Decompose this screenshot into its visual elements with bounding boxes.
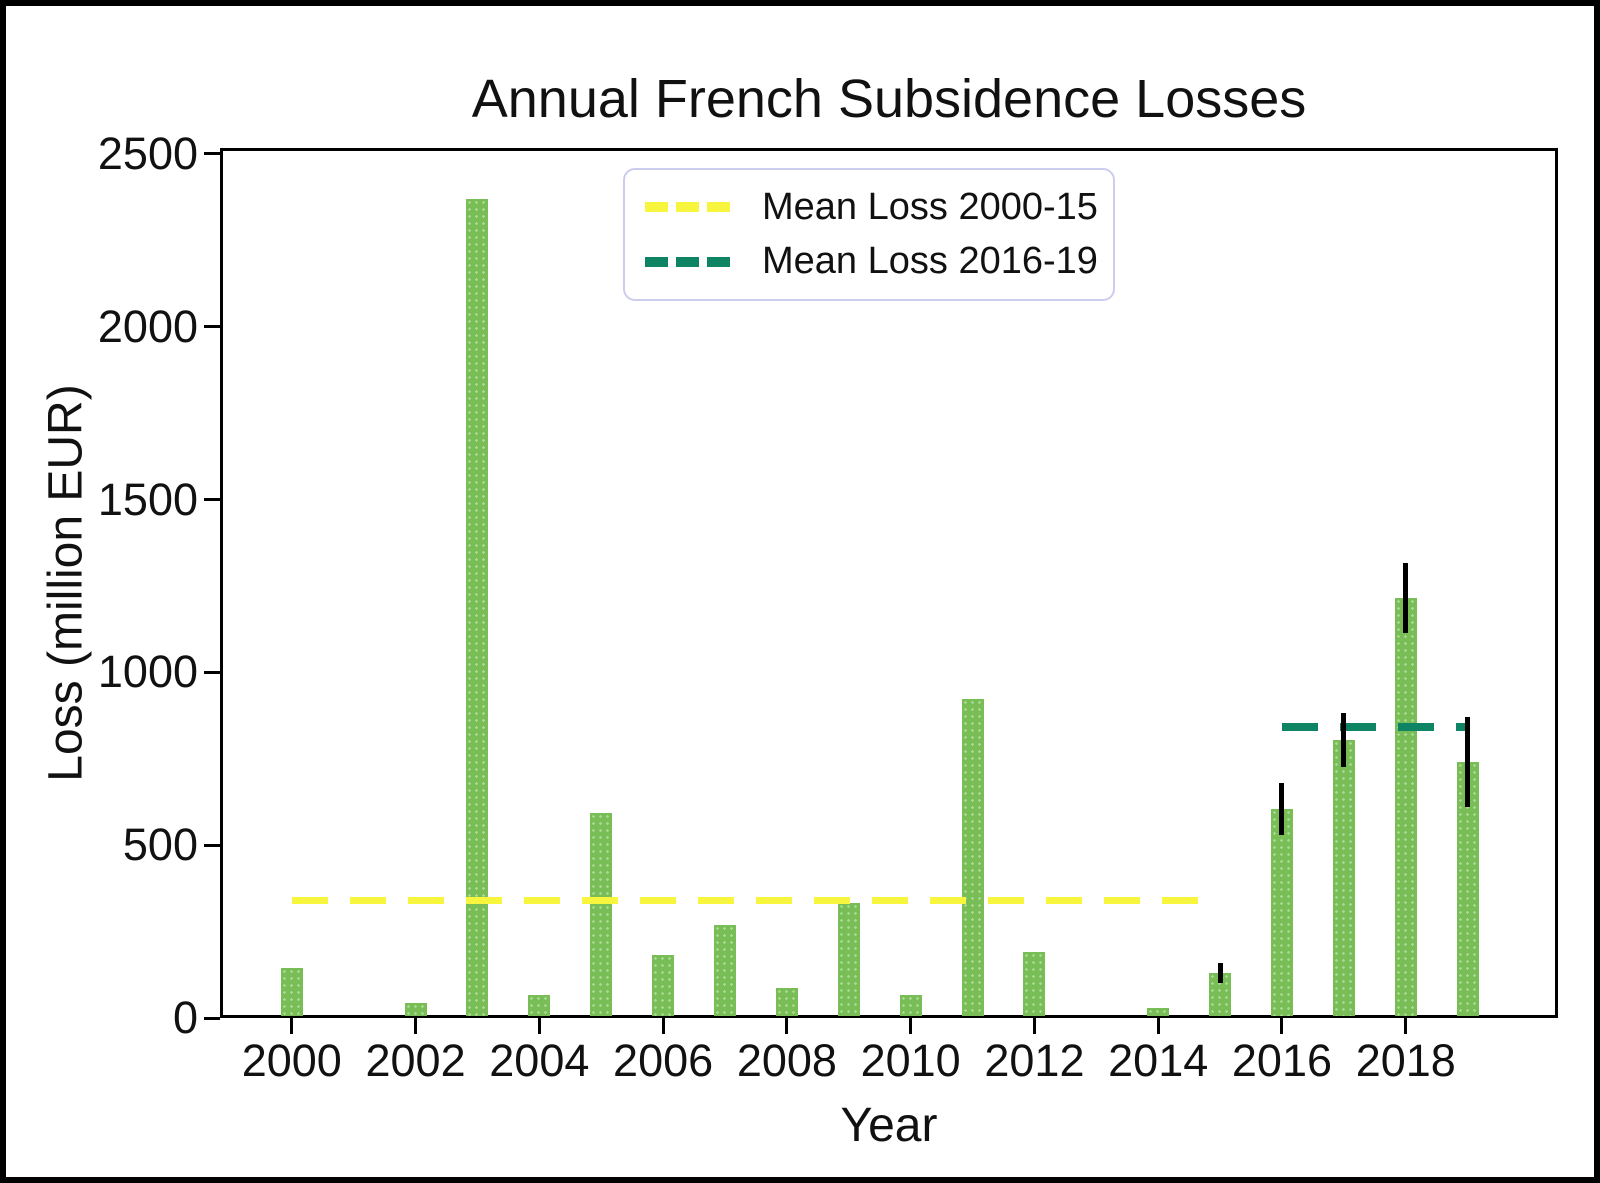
bar-2008 bbox=[775, 988, 798, 1016]
legend-row-mean-2000-15: Mean Loss 2000-15 bbox=[645, 186, 1098, 229]
mean-line-2016-2019 bbox=[1281, 723, 1468, 732]
bar-2011 bbox=[961, 699, 984, 1016]
error-bar-2017 bbox=[1341, 712, 1347, 767]
mean-line-2000-2015 bbox=[291, 897, 1221, 905]
error-bar-2019 bbox=[1465, 717, 1471, 808]
bar-2006 bbox=[652, 954, 675, 1016]
x-tick-label-2004: 2004 bbox=[489, 1035, 590, 1086]
x-tick-label-2006: 2006 bbox=[613, 1035, 714, 1086]
legend: Mean Loss 2000-15 Mean Loss 2016-19 bbox=[623, 168, 1115, 301]
y-tick-1500 bbox=[204, 498, 220, 502]
x-tick-2016 bbox=[1280, 1016, 1284, 1034]
bar-2012 bbox=[1023, 951, 1046, 1016]
y-tick-2500 bbox=[204, 152, 220, 156]
y-tick-2000 bbox=[204, 325, 220, 329]
error-bar-2015 bbox=[1217, 963, 1223, 983]
y-tick-label-500: 500 bbox=[122, 819, 198, 871]
bar-2010 bbox=[899, 995, 922, 1016]
bar-2009 bbox=[837, 902, 860, 1016]
bar-2017 bbox=[1332, 739, 1355, 1016]
y-tick-label-0: 0 bbox=[172, 992, 198, 1043]
x-tick-label-2002: 2002 bbox=[365, 1035, 466, 1086]
x-tick-label-2012: 2012 bbox=[984, 1035, 1085, 1086]
x-tick-label-2014: 2014 bbox=[1108, 1035, 1209, 1086]
x-tick-2018 bbox=[1404, 1016, 1408, 1034]
bar-2003 bbox=[466, 198, 489, 1016]
x-tick-2010 bbox=[909, 1016, 913, 1034]
x-tick-label-2008: 2008 bbox=[736, 1035, 837, 1086]
y-tick-label-2500: 2500 bbox=[97, 127, 198, 179]
error-bar-2016 bbox=[1279, 782, 1285, 835]
x-tick-2012 bbox=[1032, 1016, 1036, 1034]
legend-row-mean-2016-19: Mean Loss 2016-19 bbox=[645, 240, 1098, 283]
legend-label: Mean Loss 2016-19 bbox=[762, 240, 1098, 283]
bar-2002 bbox=[404, 1003, 427, 1016]
bar-2016 bbox=[1270, 808, 1293, 1016]
x-tick-label-2018: 2018 bbox=[1355, 1035, 1456, 1086]
legend-label: Mean Loss 2000-15 bbox=[762, 185, 1098, 228]
bar-2005 bbox=[590, 813, 613, 1016]
x-tick-2000 bbox=[290, 1016, 294, 1034]
bar-2004 bbox=[528, 994, 551, 1016]
yellow-dashed-line-swatch bbox=[645, 202, 732, 213]
y-tick-500 bbox=[204, 843, 220, 847]
x-tick-2008 bbox=[785, 1016, 789, 1034]
y-tick-1000 bbox=[204, 670, 220, 674]
x-tick-label-2016: 2016 bbox=[1231, 1035, 1333, 1086]
x-tick-label-2000: 2000 bbox=[241, 1035, 342, 1086]
bar-2000 bbox=[280, 967, 303, 1016]
teal-dashed-line-swatch bbox=[645, 256, 732, 267]
y-tick-label-1500: 1500 bbox=[97, 473, 198, 525]
y-tick-label-2000: 2000 bbox=[97, 300, 198, 352]
x-axis-label: Year bbox=[840, 1099, 938, 1152]
x-tick-label-2010: 2010 bbox=[860, 1035, 961, 1086]
chart-title: Annual French Subsidence Losses bbox=[471, 69, 1307, 129]
y-axis-label: Loss (million EUR) bbox=[39, 384, 93, 782]
error-bar-2018 bbox=[1403, 563, 1409, 633]
bar-2018 bbox=[1394, 598, 1417, 1016]
bar-2014 bbox=[1147, 1008, 1170, 1016]
y-tick-label-1000: 1000 bbox=[97, 646, 198, 698]
bar-2007 bbox=[713, 925, 736, 1016]
bar-2019 bbox=[1456, 762, 1479, 1016]
y-tick-0 bbox=[204, 1016, 220, 1020]
x-tick-2006 bbox=[661, 1016, 665, 1034]
x-tick-2004 bbox=[537, 1016, 541, 1034]
bar-2015 bbox=[1209, 973, 1232, 1016]
x-tick-2014 bbox=[1156, 1016, 1160, 1034]
x-tick-2002 bbox=[414, 1016, 418, 1034]
